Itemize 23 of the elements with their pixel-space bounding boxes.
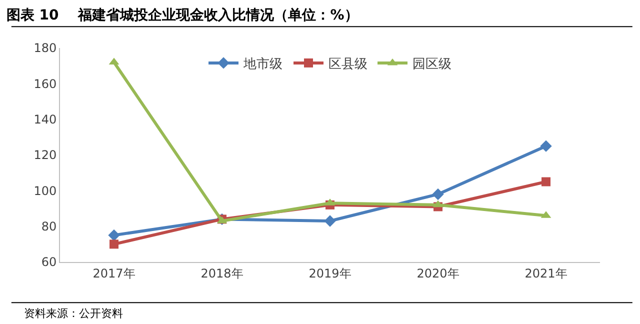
y-tick-label: 100	[34, 184, 57, 198]
x-tick-label: 2020年	[416, 266, 460, 280]
x-tick-label: 2017年	[92, 266, 136, 280]
point	[432, 188, 444, 200]
x-tick-label: 2018年	[200, 266, 244, 280]
y-tick-label: 140	[34, 112, 57, 127]
x-tick-label: 2021年	[524, 266, 568, 280]
point	[542, 177, 550, 186]
point	[324, 215, 336, 227]
y-tick-label: 160	[34, 76, 57, 91]
y-tick-label: 120	[34, 148, 57, 162]
legend-label: 园区级	[412, 57, 452, 72]
point	[108, 229, 120, 242]
x-tick-label: 2019年	[308, 266, 352, 280]
y-tick-label: 80	[41, 220, 57, 234]
text: 资料来源：公开资料	[24, 307, 123, 320]
point	[540, 140, 552, 152]
legend-label: 区县级	[328, 57, 368, 72]
legend-label: 地市级	[242, 57, 282, 72]
chart-title: 图表 10 福建省城投企业现金收入比情况（单位：%）	[6, 6, 358, 24]
y-tick-label: 180	[34, 41, 57, 56]
point	[110, 240, 118, 249]
y-tick-label: 60	[41, 255, 57, 270]
